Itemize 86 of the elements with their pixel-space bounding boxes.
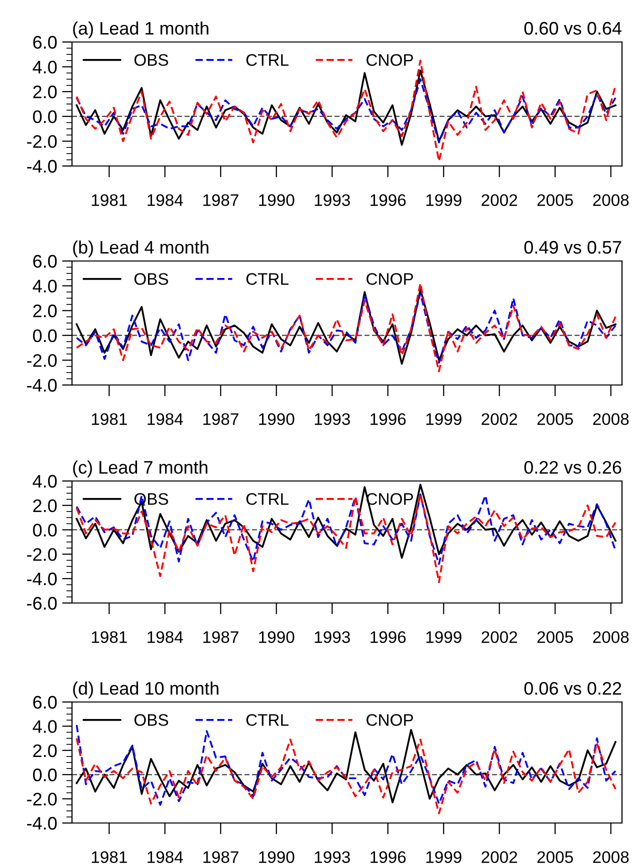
x-tick-label: 2002 xyxy=(482,631,518,644)
x-tick-label: 1984 xyxy=(148,631,183,644)
y-tick-label: 4.0 xyxy=(32,474,57,488)
x-tick-label: 1996 xyxy=(370,194,406,206)
x-tick-label: 1984 xyxy=(148,413,183,426)
x-tick-label: 1990 xyxy=(259,413,294,426)
x-tick-label: 1993 xyxy=(314,413,350,426)
text: 0.22 vs 0.26 xyxy=(524,460,622,474)
x-tick-label: 2005 xyxy=(537,851,573,864)
x-tick-label: 2008 xyxy=(593,413,629,426)
x-tick-label: 1999 xyxy=(426,631,462,644)
x-tick-label: 1990 xyxy=(259,631,294,644)
line-series xyxy=(76,484,616,559)
legend-label: CNOP xyxy=(366,54,413,66)
legend-label: CTRL xyxy=(246,714,288,726)
legend-label: CTRL xyxy=(246,54,288,66)
y-tick-label: -2.0 xyxy=(27,548,57,561)
y-tick-label: 4.0 xyxy=(32,280,57,293)
legend-label: OBS xyxy=(134,273,168,285)
y-tick-label: 6.0 xyxy=(33,696,57,709)
y-tick-label: -2.0 xyxy=(27,135,57,148)
y-tick-label: 4.0 xyxy=(32,720,57,733)
chart-title: (a) Lead 1 month xyxy=(73,21,208,38)
line-series xyxy=(76,494,616,565)
x-tick-label: 1993 xyxy=(314,851,350,864)
y-tick-label: 6.0 xyxy=(33,254,57,268)
y-tick-label: 0.0 xyxy=(33,329,57,342)
chart-title: (d) Lead 10 month xyxy=(73,682,218,698)
y-tick-label: -4.0 xyxy=(27,378,57,392)
text: 0.06 vs 0.22 xyxy=(524,682,622,695)
x-tick-label: 1996 xyxy=(370,631,406,644)
x-tick-label: 2002 xyxy=(482,851,518,864)
y-tick-label: 0.0 xyxy=(33,110,57,124)
legend-label: OBS xyxy=(134,54,168,66)
x-tick-label: 1987 xyxy=(203,631,238,644)
x-tick-label: 1993 xyxy=(314,194,350,206)
x-tick-label: 1987 xyxy=(203,194,238,206)
x-tick-label: 2008 xyxy=(593,631,629,644)
y-tick-label: -4.0 xyxy=(27,160,57,173)
x-tick-label: 1984 xyxy=(148,194,183,206)
legend-label: CNOP xyxy=(366,273,413,285)
line-series xyxy=(76,737,616,814)
text: 0.49 vs 0.57 xyxy=(524,240,622,254)
y-tick-label: 4.0 xyxy=(32,60,57,74)
line-series xyxy=(76,494,616,584)
y-tick-label: 2.0 xyxy=(33,304,57,318)
chart-title: (c) Lead 7 month xyxy=(73,460,208,478)
y-tick-label: -2.0 xyxy=(27,354,57,367)
x-tick-label: 1999 xyxy=(426,194,462,206)
y-tick-label: -6.0 xyxy=(27,596,57,610)
legend-label: CTRL xyxy=(246,493,288,505)
y-tick-label: -4.0 xyxy=(27,816,57,830)
x-tick-label: 1993 xyxy=(314,631,350,644)
x-tick-label: 1996 xyxy=(370,413,406,426)
x-tick-label: 1987 xyxy=(203,413,238,426)
x-tick-label: 2005 xyxy=(537,413,573,426)
x-tick-label: 1996 xyxy=(370,851,406,864)
x-tick-label: 1987 xyxy=(203,851,238,864)
y-tick-label: 0.0 xyxy=(33,524,57,537)
x-tick-label: 2005 xyxy=(537,631,573,644)
legend-label: OBS xyxy=(134,714,168,726)
chart-title: (b) Lead 4 month xyxy=(73,240,208,258)
y-tick-label: -4.0 xyxy=(27,572,57,586)
y-tick-label: 2.0 xyxy=(33,86,57,98)
x-tick-label: 2005 xyxy=(537,194,573,206)
x-tick-label: 1990 xyxy=(259,851,294,864)
y-tick-label: 0.0 xyxy=(33,768,57,782)
x-tick-label: 2002 xyxy=(482,413,518,426)
legend-label: CTRL xyxy=(246,273,288,285)
x-tick-label: 1990 xyxy=(259,194,294,206)
x-tick-label: 1999 xyxy=(426,851,462,864)
x-tick-label: 1981 xyxy=(92,413,127,426)
legend-label: CNOP xyxy=(366,714,413,726)
x-tick-label: 2008 xyxy=(593,194,629,206)
x-tick-label: 2002 xyxy=(482,194,518,206)
x-tick-label: 1981 xyxy=(92,194,127,206)
x-tick-label: 2008 xyxy=(593,851,629,864)
y-tick-label: 6.0 xyxy=(33,36,57,49)
y-tick-label: 2.0 xyxy=(33,744,57,758)
x-tick-label: 1984 xyxy=(148,851,183,864)
x-tick-label: 1981 xyxy=(92,631,127,644)
y-tick-label: -2.0 xyxy=(27,792,57,806)
x-tick-label: 1999 xyxy=(426,413,462,426)
text: 0.60 vs 0.64 xyxy=(524,22,622,35)
x-tick-label: 1981 xyxy=(92,851,127,864)
y-tick-label: 2.0 xyxy=(33,499,57,512)
